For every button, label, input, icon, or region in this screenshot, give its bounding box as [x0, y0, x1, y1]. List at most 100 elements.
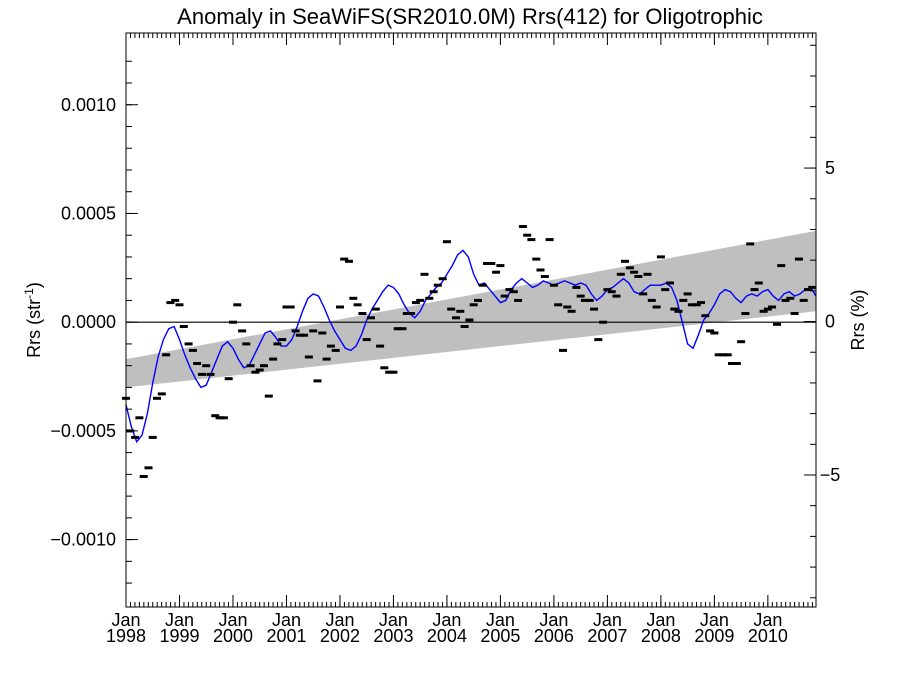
monthly-anomaly-marker	[229, 320, 237, 324]
trend-band-layer	[126, 230, 816, 388]
monthly-anomaly-marker	[732, 362, 741, 365]
x-tick-year-label: 1999	[159, 626, 199, 646]
monthly-anomaly-marker	[701, 314, 710, 318]
monthly-anomaly-marker	[425, 296, 434, 300]
x-tick-month-label: Jan	[486, 610, 515, 630]
x-tick-month-label: Jan	[165, 610, 194, 630]
monthly-anomaly-marker	[759, 309, 768, 313]
monthly-anomaly-marker	[559, 348, 567, 352]
monthly-anomaly-marker	[746, 242, 755, 246]
monthly-anomaly-marker	[527, 238, 536, 242]
monthly-anomaly-marker	[639, 292, 648, 296]
monthly-anomaly-marker	[367, 316, 375, 320]
monthly-anomaly-marker	[478, 283, 487, 287]
monthly-anomaly-marker	[790, 312, 799, 315]
monthly-anomaly-marker	[710, 331, 719, 335]
monthly-anomaly-marker	[750, 288, 759, 292]
monthly-anomaly-marker	[300, 333, 309, 337]
x-tick-month-label: Jan	[593, 610, 622, 630]
monthly-marker-layer	[122, 225, 817, 478]
plot-frame	[125, 32, 817, 608]
smoothed-anomaly-line	[125, 249, 817, 444]
monthly-anomaly-marker	[452, 316, 460, 320]
monthly-anomaly-marker	[255, 368, 264, 372]
monthly-anomaly-marker	[603, 288, 612, 292]
right-tick-label: 0	[825, 312, 835, 332]
monthly-anomaly-marker	[179, 325, 188, 328]
x-tick-year-label: 2005	[480, 626, 520, 646]
monthly-anomaly-marker	[358, 312, 367, 315]
monthly-anomaly-marker	[313, 379, 322, 383]
monthly-anomaly-marker	[380, 366, 389, 370]
monthly-anomaly-marker	[723, 353, 732, 357]
monthly-anomaly-marker	[251, 370, 260, 374]
y-axis-label-left: Rrs (str-1)	[22, 282, 44, 358]
monthly-anomaly-marker	[224, 377, 233, 381]
monthly-anomaly-marker	[304, 355, 313, 359]
monthly-anomaly-marker	[442, 240, 451, 244]
trend-band	[126, 230, 816, 388]
x-tick-year-label: 1998	[106, 626, 146, 646]
y-axis-label-left-main: Rrs (str	[24, 299, 44, 358]
monthly-anomaly-marker	[563, 305, 572, 309]
monthly-anomaly-marker	[460, 325, 469, 328]
monthly-anomaly-marker	[483, 262, 491, 265]
monthly-anomaly-marker	[540, 275, 549, 278]
monthly-anomaly-marker	[393, 327, 402, 331]
left-tick-label: 0.0005	[61, 203, 116, 223]
monthly-anomaly-marker	[148, 435, 157, 439]
x-tick-month-label: Jan	[272, 610, 301, 630]
monthly-anomaly-marker	[131, 435, 140, 439]
monthly-anomaly-marker	[353, 303, 362, 307]
right-tick-label: 5	[825, 158, 835, 178]
monthly-anomaly-marker	[630, 270, 639, 274]
monthly-anomaly-marker	[487, 262, 496, 265]
monthly-anomaly-marker	[545, 238, 554, 242]
monthly-anomaly-marker	[532, 257, 541, 261]
monthly-anomaly-marker	[291, 329, 300, 333]
x-tick-month-label: Jan	[111, 610, 140, 630]
x-tick-year-label: 2006	[534, 626, 574, 646]
monthly-anomaly-marker	[376, 344, 385, 348]
monthly-anomaly-marker	[706, 329, 715, 333]
x-tick-year-label: 2009	[694, 626, 734, 646]
monthly-anomaly-marker	[411, 301, 420, 305]
y-axis-label-right: Rrs (%)	[848, 290, 868, 351]
monthly-anomaly-marker	[714, 353, 723, 357]
monthly-anomaly-marker	[590, 307, 598, 311]
monthly-anomaly-marker	[634, 275, 643, 278]
monthly-anomaly-marker	[763, 307, 772, 311]
monthly-anomaly-marker	[786, 296, 795, 300]
monthly-anomaly-marker	[416, 298, 425, 302]
x-tick-month-label: Jan	[325, 610, 354, 630]
monthly-anomaly-marker	[572, 285, 581, 289]
monthly-anomaly-marker	[233, 303, 242, 307]
monthly-anomaly-marker	[345, 259, 353, 263]
monthly-anomaly-marker	[505, 288, 514, 292]
monthly-anomaly-marker	[135, 416, 144, 420]
monthly-anomaly-marker	[322, 357, 331, 361]
monthly-anomaly-marker	[781, 298, 790, 302]
monthly-anomaly-marker	[326, 344, 335, 348]
monthly-anomaly-marker	[594, 338, 603, 342]
monthly-anomaly-marker	[599, 320, 608, 324]
monthly-anomaly-marker	[661, 288, 670, 292]
monthly-anomaly-marker	[616, 272, 625, 276]
monthly-anomaly-marker	[429, 290, 438, 294]
monthly-anomaly-marker	[625, 266, 634, 270]
monthly-anomaly-marker	[385, 370, 394, 374]
x-tick-year-label: 2010	[748, 626, 788, 646]
monthly-anomaly-marker	[456, 309, 465, 313]
monthly-anomaly-marker	[728, 362, 736, 365]
monthly-anomaly-marker	[309, 329, 318, 333]
right-tick-label: −5	[820, 465, 841, 485]
monthly-anomaly-marker	[666, 281, 674, 285]
monthly-anomaly-marker	[799, 298, 808, 302]
monthly-anomaly-marker	[679, 298, 688, 302]
monthly-anomaly-marker	[514, 298, 523, 302]
monthly-anomaly-marker	[166, 301, 175, 305]
x-tick-month-label: Jan	[646, 610, 675, 630]
monthly-anomaly-marker	[389, 370, 398, 374]
x-tick-year-label: 2003	[373, 626, 413, 646]
